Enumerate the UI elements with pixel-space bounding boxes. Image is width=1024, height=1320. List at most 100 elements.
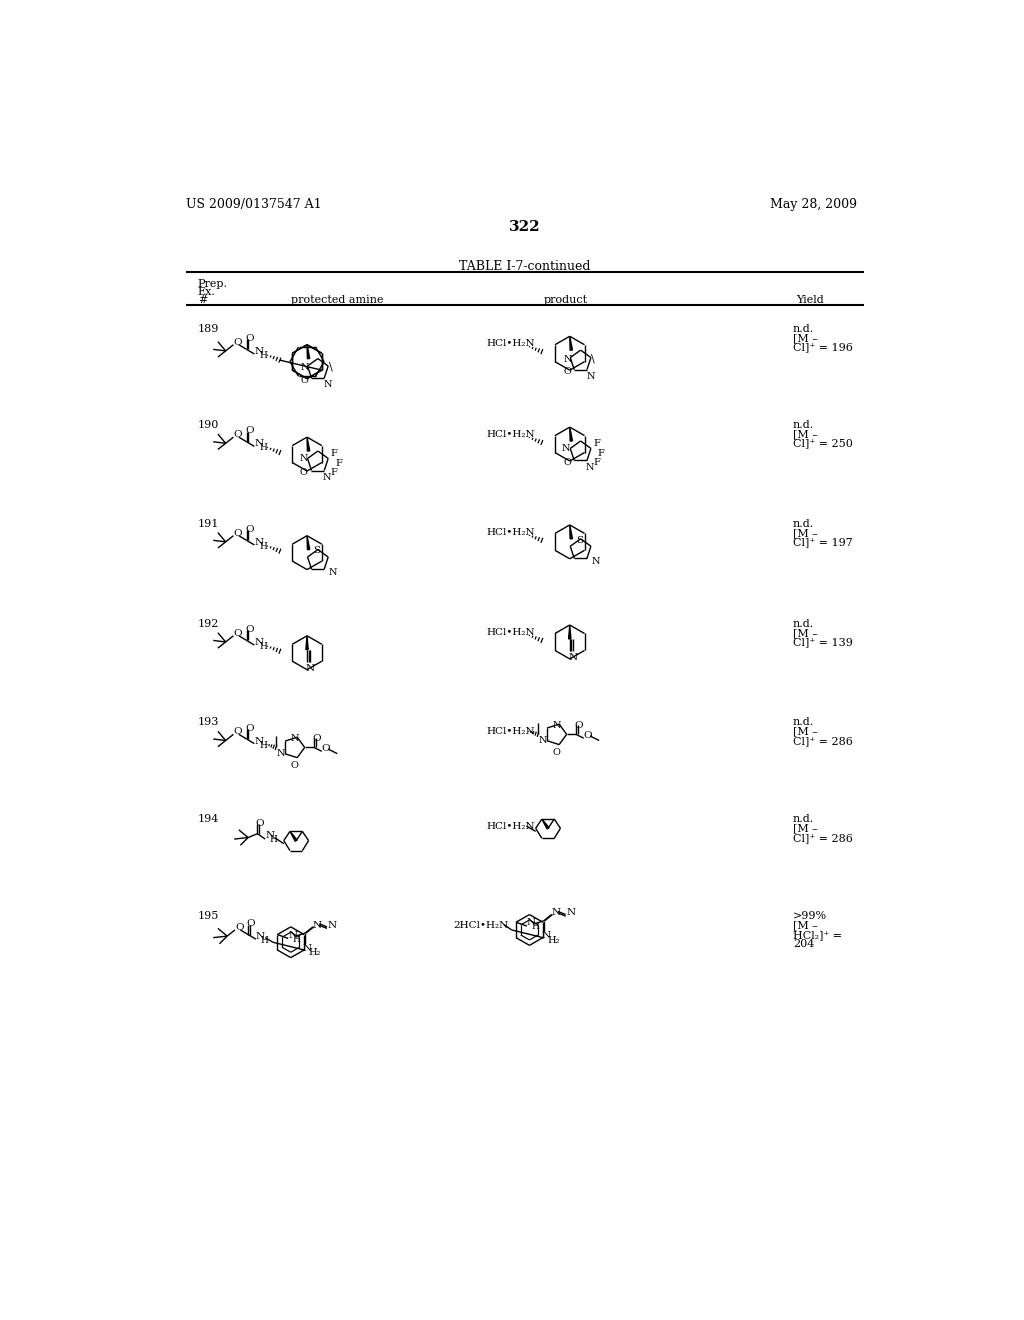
Text: H: H [270,836,278,845]
Polygon shape [542,818,549,829]
Text: Cl]⁺ = 139: Cl]⁺ = 139 [793,638,853,647]
Text: [M –: [M – [793,921,818,931]
Text: H₂: H₂ [547,936,559,945]
Text: Cl]⁺ = 197: Cl]⁺ = 197 [793,537,853,548]
Text: n.d.: n.d. [793,718,814,727]
Text: F: F [331,469,337,477]
Text: May 28, 2009: May 28, 2009 [769,198,856,211]
Text: O: O [245,525,254,533]
Text: N: N [299,454,308,463]
Text: Prep.: Prep. [198,280,227,289]
Text: TABLE I-7-continued: TABLE I-7-continued [459,260,591,273]
Text: N: N [542,932,551,940]
Polygon shape [569,337,572,350]
Text: Cl]⁺ = 250: Cl]⁺ = 250 [793,438,853,449]
Text: F: F [593,440,600,449]
Text: O: O [299,469,307,477]
Text: N: N [323,473,331,482]
Text: S: S [575,536,583,545]
Text: N: N [303,944,312,953]
Text: N: N [305,664,314,672]
Text: N: N [587,372,595,380]
Text: H: H [259,444,267,453]
Text: F: F [335,459,342,467]
Text: 194: 194 [198,814,219,825]
Text: O: O [553,748,560,758]
Text: O: O [233,338,242,347]
Text: O: O [301,376,308,384]
Text: product: product [544,294,588,305]
Text: H: H [259,351,267,360]
Polygon shape [568,626,571,639]
Text: n.d.: n.d. [793,814,814,825]
Text: [M –: [M – [793,333,818,343]
Text: N: N [586,462,594,471]
Text: O: O [312,734,322,743]
Text: O: O [233,727,242,737]
Text: HCl•H₂N: HCl•H₂N [486,528,535,537]
Text: Ex.: Ex. [198,286,216,297]
Polygon shape [290,832,297,841]
Text: 204: 204 [793,940,814,949]
Text: O: O [563,458,571,467]
Polygon shape [307,345,309,359]
Text: >99%: >99% [793,911,827,921]
Text: H: H [259,642,267,651]
Text: O: O [245,626,254,634]
Text: protected amine: protected amine [291,294,384,305]
Text: F: F [593,458,600,467]
Text: O: O [245,723,254,733]
Text: O: O [233,628,242,638]
Text: n.d.: n.d. [793,323,814,334]
Text: 190: 190 [198,420,219,430]
Text: N: N [254,440,263,449]
Text: H: H [293,935,301,944]
Text: H: H [259,741,267,750]
Text: F: F [331,449,337,458]
Text: S: S [313,546,321,556]
Text: O: O [245,426,254,436]
Text: F: F [598,449,604,458]
Text: N: N [301,363,309,372]
Polygon shape [307,437,309,451]
Text: [M –: [M – [793,726,818,737]
Polygon shape [306,636,308,649]
Text: N: N [254,737,263,746]
Text: \: \ [329,362,333,372]
Text: O: O [233,430,242,440]
Text: O: O [563,367,571,376]
Text: 191: 191 [198,519,219,529]
Text: H: H [260,936,268,945]
Text: H₂: H₂ [308,949,321,957]
Text: HCl•H₂N: HCl•H₂N [486,339,535,348]
Text: N: N [539,737,547,744]
Text: N: N [254,539,263,546]
Text: N: N [566,908,575,917]
Text: #: # [198,294,207,305]
Polygon shape [307,536,309,549]
Text: H: H [259,543,267,550]
Text: n.d.: n.d. [793,519,814,529]
Polygon shape [569,428,572,441]
Text: 193: 193 [198,718,219,727]
Text: N: N [527,919,536,928]
Text: H: H [531,923,540,931]
Text: HCl•H₂N: HCl•H₂N [486,628,535,638]
Text: O: O [574,721,583,730]
Text: O: O [584,731,592,741]
Text: N: N [552,908,561,917]
Text: Yield: Yield [796,294,824,305]
Text: [M –: [M – [793,429,818,440]
Text: [M –: [M – [793,528,818,539]
Text: 189: 189 [198,323,219,334]
Text: O: O [255,818,264,828]
Text: 195: 195 [198,911,219,921]
Text: N: N [592,557,600,566]
Text: \: \ [592,354,595,363]
Text: O: O [291,762,299,771]
Text: US 2009/0137547 A1: US 2009/0137547 A1 [186,198,322,211]
Text: O: O [247,919,255,928]
Text: N: N [328,921,337,929]
Text: HCl•H₂N: HCl•H₂N [486,430,535,440]
Text: N: N [324,380,333,389]
